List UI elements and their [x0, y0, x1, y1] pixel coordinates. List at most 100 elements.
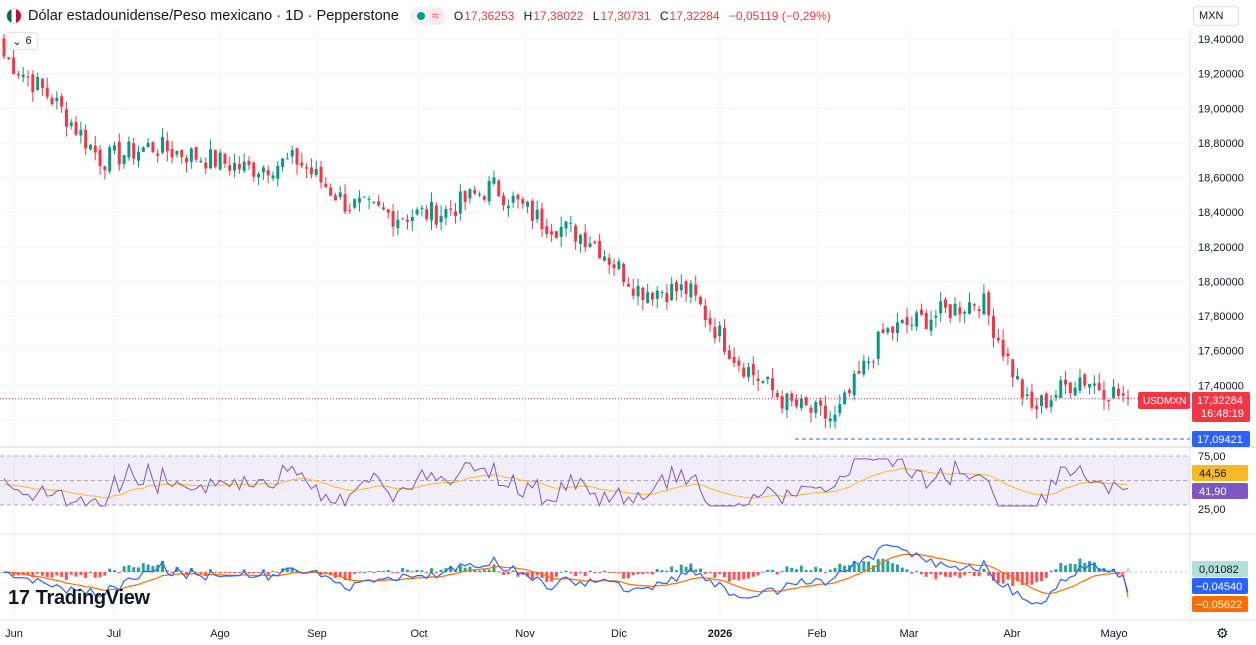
candle-body	[175, 150, 179, 155]
candle-body	[233, 162, 237, 171]
macd-hist-bar	[1126, 568, 1130, 572]
candle-body	[747, 367, 751, 377]
candle-body	[996, 337, 1000, 341]
tradingview-logo[interactable]: 17 TradingView	[8, 587, 150, 610]
candle-body	[108, 147, 112, 172]
candle-body	[430, 201, 434, 221]
candle-body	[804, 397, 808, 406]
macd-hist-bar	[386, 569, 390, 572]
candle-body	[819, 400, 823, 406]
macd-hist-bar	[98, 572, 102, 578]
macd-hist-bar	[136, 567, 140, 572]
macd-hist-bar	[665, 570, 669, 572]
currency-selector[interactable]: MXN	[1193, 6, 1239, 26]
candle-body	[64, 109, 68, 127]
candle-body	[285, 158, 289, 160]
macd-hist-bar	[60, 572, 64, 577]
macd-hist-bar	[953, 572, 957, 576]
macd-hist-bar	[891, 563, 895, 572]
candle-body	[780, 396, 784, 409]
macd-hist-bar	[463, 567, 467, 572]
macd-hist-bar	[900, 567, 904, 572]
candle-body	[1097, 383, 1101, 391]
macd-hist-bar	[646, 572, 650, 574]
macd-hist-bar	[694, 569, 698, 572]
candle-body	[1040, 395, 1044, 407]
candle-body	[396, 219, 400, 229]
candle-body	[569, 222, 573, 224]
candle-body	[1059, 380, 1063, 399]
macd-hist-bar	[40, 572, 44, 576]
macd-hist-bar	[771, 570, 775, 572]
macd-hist-bar	[895, 564, 899, 572]
candle-body	[886, 328, 890, 333]
macd-hist-bar	[655, 568, 659, 572]
macd-hist-bar	[64, 572, 68, 580]
macd-hist-bar	[905, 569, 909, 572]
price-tick-label: 18,00000	[1198, 276, 1244, 288]
macd-hist-bar	[381, 570, 385, 572]
macd-hist-bar	[401, 568, 405, 572]
candle-body	[1121, 393, 1125, 396]
macd-hist-bar	[185, 572, 189, 576]
candle-body	[578, 234, 582, 245]
candle-body	[127, 141, 131, 158]
candle-body	[324, 183, 328, 188]
macd-hist-bar	[482, 569, 486, 572]
wave-icon: ≈	[428, 8, 442, 24]
symbol-title[interactable]: Dólar estadounidense/Peso mexicano · 1D …	[28, 8, 399, 24]
macd-hist-bar	[468, 566, 472, 572]
candle-body	[823, 405, 827, 419]
macd-hist-bar	[963, 572, 967, 576]
macd-hist-bar	[88, 572, 92, 574]
candle-body	[900, 319, 904, 323]
candle-body	[1107, 399, 1111, 402]
price-tick-label: 19,00000	[1198, 103, 1244, 115]
macd-hist-bar	[703, 572, 707, 575]
candle-body	[194, 146, 198, 160]
macd-hist-bar	[886, 560, 890, 572]
tradingview-logo-icon: 17	[8, 587, 30, 609]
candle-body	[742, 367, 746, 377]
macd-hist-bar	[194, 572, 198, 573]
candle-body	[122, 155, 126, 165]
macd-hist-bar	[838, 563, 842, 572]
macd-hist-bar	[55, 572, 59, 576]
candle-body	[377, 201, 381, 206]
macd-hist-bar	[430, 568, 434, 572]
settings-gear-icon[interactable]: ⚙	[1216, 625, 1229, 641]
time-tick-label: Mayo	[1101, 628, 1128, 640]
market-status-pill[interactable]: ≈	[408, 7, 446, 25]
candle-body	[314, 168, 318, 176]
macd-hist-bar	[550, 572, 554, 582]
candle-body	[583, 232, 587, 248]
macd-hist-bar	[727, 572, 731, 582]
macd-hist-bar	[161, 560, 165, 572]
candle-body	[161, 137, 165, 153]
candle-body	[1102, 390, 1106, 400]
candle-body	[641, 287, 645, 301]
candle-body	[60, 96, 64, 107]
macd-hist-bar	[828, 569, 832, 572]
indicators-collapse-button[interactable]: ⌄ 6	[6, 32, 38, 50]
macd-hist-bar	[396, 572, 400, 573]
candle-body	[487, 180, 491, 202]
candle-body	[766, 376, 770, 380]
candle-body	[357, 198, 361, 203]
candle-body	[737, 360, 741, 366]
candle-body	[665, 292, 669, 303]
macd-hist-bar	[929, 572, 933, 575]
candle-body	[626, 283, 630, 287]
macd-hist-bar	[996, 572, 1000, 584]
macd-hist-bar	[766, 569, 770, 572]
macd-hist-bar	[982, 568, 986, 572]
macd-hist-bar	[50, 572, 54, 578]
macd-hist-bar	[367, 571, 371, 573]
candle-body	[180, 150, 184, 158]
macd-hist-bar	[737, 572, 741, 581]
candle-body	[910, 324, 914, 326]
rsi-line	[3, 458, 1129, 508]
candle-body	[247, 160, 251, 166]
candle-body	[141, 147, 145, 152]
